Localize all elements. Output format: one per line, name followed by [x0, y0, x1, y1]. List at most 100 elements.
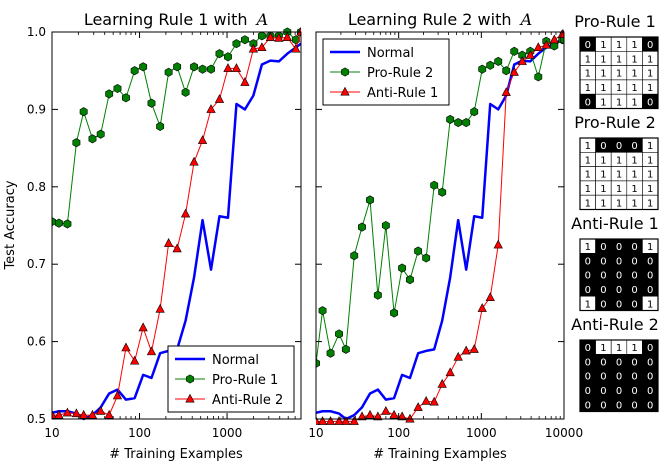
chart-title: Learning Rule 2 with A — [348, 10, 532, 29]
data-point-anti-rule-1-24 — [501, 87, 511, 96]
data-point-anti-rule-1-4 — [341, 416, 351, 425]
legend-label: Anti-Rule 1 — [367, 86, 438, 101]
data-point-pro-rule-1-2 — [63, 219, 72, 229]
data-point-anti-rule-2-2 — [62, 407, 73, 417]
legend-item-pro-rule-1: Pro-Rule 1 — [175, 373, 278, 388]
x-tick-label: 10 — [44, 426, 59, 440]
matrix-cell-value: 1 — [631, 170, 637, 181]
matrix-cell-value: 0 — [616, 285, 622, 296]
matrix-cell-value: 0 — [631, 386, 637, 397]
matrix-cell-value: 1 — [616, 83, 622, 94]
data-point-anti-rule-1-12 — [405, 413, 415, 423]
matrix-cell-value: 0 — [631, 400, 637, 411]
matrix-cell-value: 1 — [631, 184, 637, 195]
legend-item-anti-rule-1: Anti-Rule 1 — [330, 86, 438, 101]
matrix-cell-value: 0 — [647, 343, 653, 354]
data-point-anti-rule-2-23 — [240, 77, 250, 86]
data-point-anti-rule-2-25 — [257, 42, 267, 52]
data-point-anti-rule-1-8 — [373, 411, 383, 421]
matrix-cell-value: 1 — [616, 97, 622, 108]
matrix-cell-value: 0 — [631, 242, 637, 253]
data-point-anti-rule-1-13 — [413, 402, 423, 411]
data-point-pro-rule-2-4 — [341, 344, 350, 354]
data-point-pro-rule-1-12 — [147, 98, 156, 108]
series-line-pro-rule-1 — [52, 31, 301, 225]
legend-item-anti-rule-2: Anti-Rule 2 — [175, 393, 283, 408]
data-point-pro-rule-1-16 — [181, 87, 190, 97]
matrix-cell-value: 0 — [585, 97, 591, 108]
data-point-pro-rule-2-20 — [470, 107, 479, 117]
x-axis-label: # Training Examples — [109, 447, 243, 462]
y-tick-label: 0.9 — [27, 102, 46, 116]
matrix-cell-value: 1 — [600, 155, 606, 166]
matrix-cell-value: 1 — [631, 54, 637, 65]
matrix-cell-value: 0 — [647, 372, 653, 383]
data-point-anti-rule-1-25 — [509, 67, 519, 76]
rule-matrix-title: Anti-Rule 1 — [571, 214, 659, 233]
matrix-cell-value: 0 — [616, 256, 622, 267]
matrix-cell-value: 0 — [585, 256, 591, 267]
data-point-anti-rule-1-21 — [477, 303, 487, 312]
data-point-anti-rule-2-24 — [248, 43, 259, 53]
matrix-cell-value: 1 — [647, 69, 653, 80]
data-point-anti-rule-1-29 — [541, 39, 551, 49]
data-point-pro-rule-2-3 — [335, 329, 343, 339]
data-point-pro-rule-2-24 — [502, 66, 511, 76]
matrix-cell-value: 0 — [616, 372, 622, 383]
matrix-cell-value: 0 — [647, 386, 653, 397]
matrix-cell-value: 1 — [647, 242, 653, 253]
data-point-pro-rule-1-21 — [224, 52, 232, 62]
data-point-pro-rule-2-16 — [438, 187, 447, 197]
data-point-pro-rule-2-28 — [534, 72, 543, 82]
data-point-pro-rule-2-30 — [550, 41, 559, 51]
data-point-anti-rule-2-7 — [104, 409, 114, 419]
matrix-cell-value: 0 — [600, 299, 606, 310]
matrix-cell-value: 0 — [616, 357, 622, 368]
matrix-cell-value: 0 — [647, 357, 653, 368]
data-point-anti-rule-1-16 — [437, 378, 447, 388]
matrix-cell-value: 1 — [616, 54, 622, 65]
data-point-anti-rule-1-6 — [357, 411, 367, 421]
data-point-anti-rule-1-3 — [334, 416, 344, 425]
matrix-cell-value: 1 — [585, 198, 591, 209]
matrix-cell-value: 0 — [585, 271, 591, 282]
matrix-cell-value: 0 — [616, 242, 622, 253]
matrix-cell-value: 0 — [600, 357, 606, 368]
matrix-cell-value: 1 — [600, 343, 606, 354]
data-point-pro-rule-1-3 — [72, 138, 81, 148]
plot-frame — [315, 31, 565, 420]
matrix-cell-value: 1 — [600, 69, 606, 80]
rule-matrix-pro-rule-1: Pro-Rule 10 1 1 1 01 1 1 1 11 1 1 1 11 1 1 1 10 1 1 1 0 — [574, 12, 659, 110]
data-point-anti-rule-1-32 — [559, 29, 564, 38]
data-point-pro-rule-2-25 — [510, 46, 519, 56]
data-point-pro-rule-2-15 — [430, 180, 439, 190]
data-point-pro-rule-2-0 — [316, 358, 320, 368]
matrix-cell-value: 1 — [585, 299, 591, 310]
data-point-anti-rule-2-26 — [265, 32, 276, 41]
legend-label: Normal — [367, 46, 414, 61]
matrix-cell-value: 0 — [647, 40, 653, 51]
chart-title-text: Learning Rule 2 with — [348, 10, 512, 29]
matrix-cell-value: 1 — [631, 83, 637, 94]
matrix-cell-value: 0 — [585, 386, 591, 397]
matrix-cell-value: 1 — [585, 54, 591, 65]
data-point-pro-rule-2-10 — [390, 308, 399, 318]
data-point-anti-rule-2-30 — [296, 26, 301, 36]
matrix-cell-value: 1 — [616, 155, 622, 166]
matrix-cell-value: 1 — [631, 69, 637, 80]
data-point-anti-rule-2-14 — [163, 238, 174, 247]
matrix-cell-value: 1 — [585, 69, 591, 80]
chart-learning-rule-2: Learning Rule 2 with A # Training Exampl… — [308, 10, 583, 462]
data-point-anti-rule-2-22 — [231, 63, 242, 72]
matrix-cell-value: 1 — [600, 54, 606, 65]
matrix-cell-value: 1 — [600, 198, 606, 209]
data-point-pro-rule-1-1 — [54, 218, 63, 228]
data-point-pro-rule-1-18 — [198, 64, 207, 74]
data-point-anti-rule-2-17 — [189, 156, 199, 166]
data-point-pro-rule-2-1 — [318, 306, 327, 316]
chart-learning-rule-1: Learning Rule 1 with A Test Accuracy # T… — [3, 10, 302, 462]
matrix-cell-value: 1 — [585, 242, 591, 253]
data-point-pro-rule-2-2 — [326, 348, 335, 358]
data-point-pro-rule-1-7 — [105, 89, 114, 99]
matrix-cell-value: 1 — [647, 155, 653, 166]
